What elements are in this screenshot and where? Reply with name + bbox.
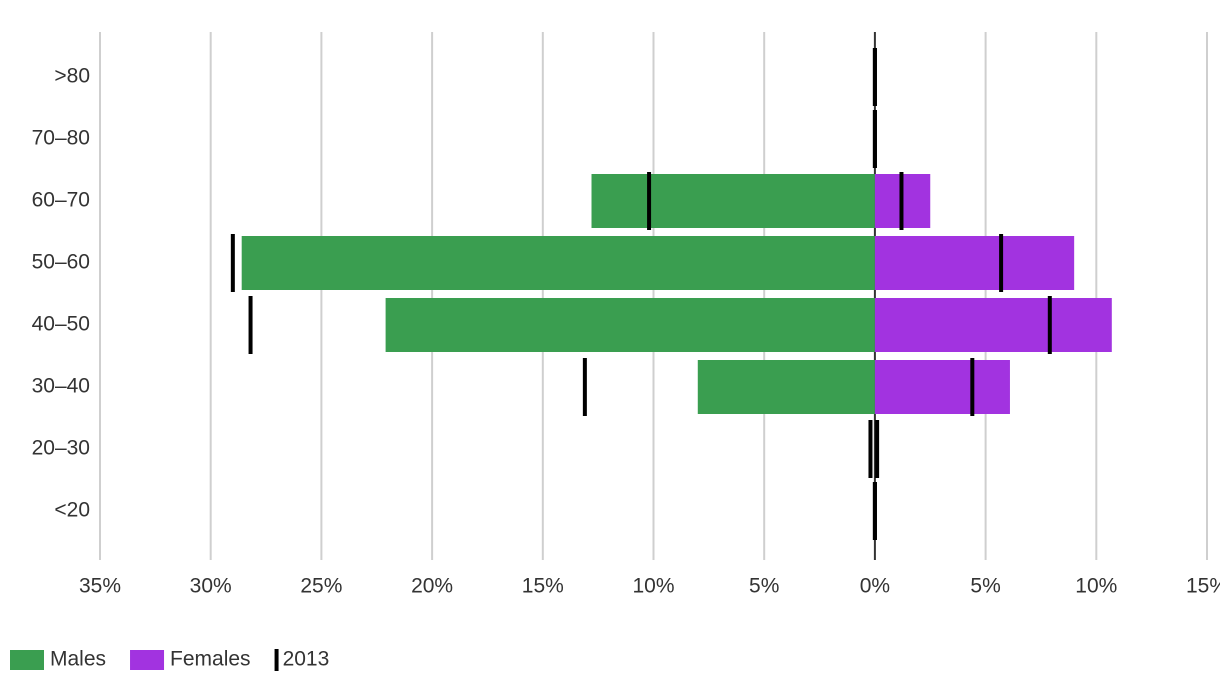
- marker: [1047, 296, 1052, 354]
- bar: [874, 360, 1010, 414]
- marker: [875, 420, 880, 478]
- x-tick-label: 25%: [300, 575, 342, 598]
- bar: [241, 236, 875, 290]
- x-tick-label: 10%: [1075, 575, 1117, 598]
- y-tick-label: >80: [54, 65, 90, 88]
- marker: [230, 234, 235, 292]
- x-tick-label: 5%: [749, 575, 779, 598]
- marker: [647, 172, 652, 230]
- x-tick-label: 15%: [522, 575, 564, 598]
- x-tick-label: 30%: [190, 575, 232, 598]
- marker: [868, 420, 873, 478]
- y-tick-label: 60–70: [32, 189, 90, 212]
- legend-label: Males: [50, 648, 106, 671]
- x-tick-label: 15%: [1186, 575, 1220, 598]
- marker: [582, 358, 587, 416]
- x-tick-label: 35%: [79, 575, 121, 598]
- legend-swatch: [10, 650, 44, 670]
- marker: [899, 172, 904, 230]
- marker: [970, 358, 975, 416]
- legend-label: Females: [170, 648, 251, 671]
- marker: [248, 296, 253, 354]
- legend-label: 2013: [283, 648, 330, 671]
- marker: [872, 110, 877, 168]
- y-tick-label: <20: [54, 499, 90, 522]
- y-tick-label: 20–30: [32, 437, 90, 460]
- x-tick-label: 5%: [970, 575, 1000, 598]
- y-tick-label: 70–80: [32, 127, 90, 150]
- y-tick-label: 50–60: [32, 251, 90, 274]
- bar: [874, 236, 1075, 290]
- bar: [591, 174, 875, 228]
- marker: [872, 482, 877, 540]
- y-tick-label: 40–50: [32, 313, 90, 336]
- y-tick-label: 30–40: [32, 375, 90, 398]
- x-tick-label: 0%: [860, 575, 890, 598]
- x-tick-label: 10%: [632, 575, 674, 598]
- marker: [999, 234, 1004, 292]
- bar: [385, 298, 875, 352]
- x-tick-label: 20%: [411, 575, 453, 598]
- bar: [874, 298, 1112, 352]
- bar: [697, 360, 875, 414]
- legend-swatch: [130, 650, 165, 670]
- legend-swatch: [274, 649, 279, 671]
- marker: [872, 48, 877, 106]
